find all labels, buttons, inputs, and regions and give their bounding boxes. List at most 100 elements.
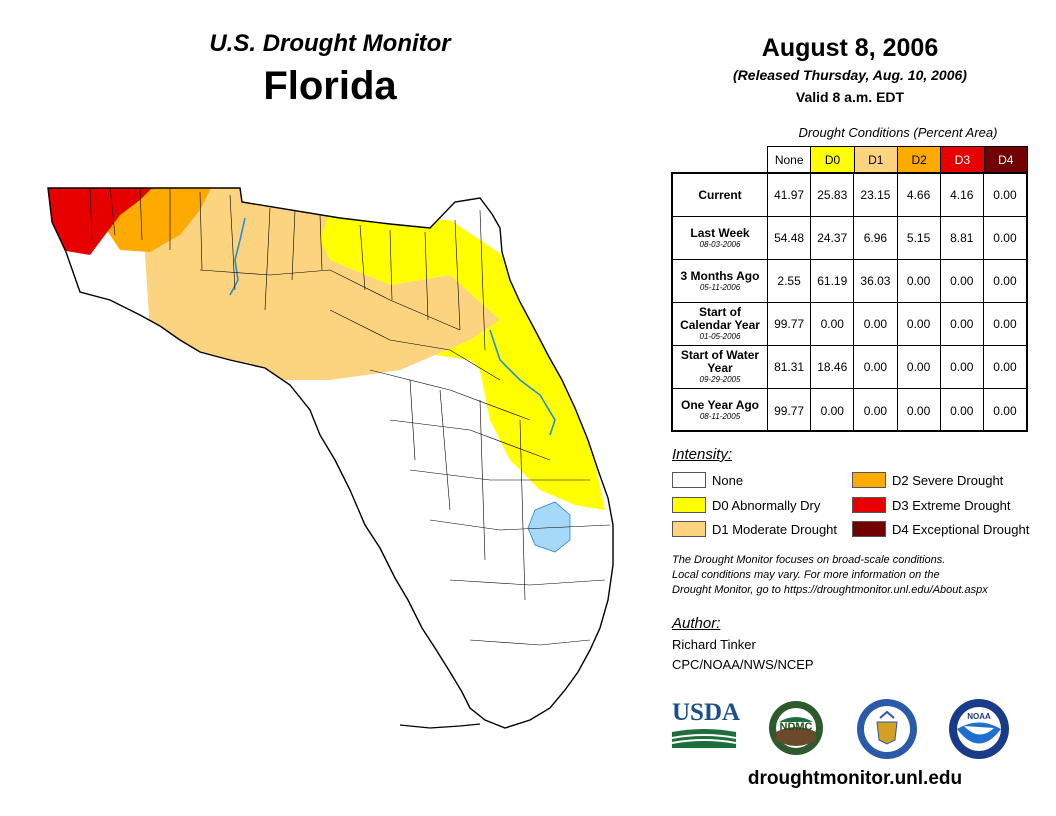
legend-item: D3 Extreme Drought	[852, 497, 1011, 513]
map-date: August 8, 2006	[761, 34, 939, 62]
table-cell: 4.16	[941, 174, 984, 216]
footer-url[interactable]: droughtmonitor.unl.edu	[747, 768, 963, 789]
column-header-none: None	[768, 147, 812, 172]
table-row: 3 Months Ago 05-11-2006 2.55 61.19 36.03 0.00…	[673, 260, 1026, 303]
table-cell: 0.00	[811, 389, 855, 432]
table-cell: 0.00	[898, 346, 941, 388]
table-cell: 0.00	[854, 346, 898, 388]
table-cell: 0.00	[941, 260, 984, 302]
legend-item: None	[672, 472, 743, 488]
column-header-d4: D4	[984, 147, 1027, 172]
state-name: Florida	[263, 64, 397, 108]
table-cell: 99.77	[768, 389, 812, 432]
table-row: Current 41.97 25.83 23.15 4.66 4.16 0.00	[673, 174, 1026, 217]
table-cell: 0.00	[898, 260, 941, 302]
row-label-name: One Year Ago	[680, 398, 760, 412]
note-line: The Drought Monitor focuses on broad-sca…	[672, 554, 946, 566]
note-line: Drought Monitor, go to https://droughtmo…	[672, 584, 988, 596]
table-row: Start of Water Year 09-29-2005 81.31 18.46 0…	[673, 346, 1026, 389]
table-cell: 54.48	[768, 217, 812, 259]
table-cell: 5.15	[898, 217, 941, 259]
table-cell: 0.00	[898, 303, 941, 345]
usda-fields-icon	[671, 726, 737, 748]
intensity-title: Intensity:	[672, 446, 733, 463]
legend-label: D1 Moderate Drought	[712, 521, 838, 537]
apalachicola-river	[229, 217, 246, 296]
table-row: Last Week 08-03-2006 54.48 24.37 6.96 5.15 8.8…	[673, 217, 1026, 260]
table-cell: 0.00	[854, 389, 898, 432]
legend-item: D4 Exceptional Drought	[852, 521, 1029, 537]
table-cell: 0.00	[941, 303, 984, 345]
legend-swatch	[852, 472, 886, 488]
table-cell: 61.19	[811, 260, 855, 302]
category-d3-area	[48, 188, 160, 255]
florida-keys	[399, 723, 481, 729]
valid-time: Valid 8 a.m. EDT	[795, 89, 905, 105]
table-row: Start of Calendar Year 01-05-2006 99.77 0.0…	[673, 303, 1026, 346]
row-label: Current	[673, 174, 768, 216]
florida-drought-map	[47, 187, 614, 729]
table-cell: 8.81	[941, 217, 984, 259]
legend-item: D2 Severe Drought	[852, 472, 1003, 488]
legend-swatch	[852, 497, 886, 513]
table-cell: 0.00	[993, 231, 1017, 245]
release-date: (Released Thursday, Aug. 10, 2006)	[733, 67, 967, 83]
category-d1-area	[140, 188, 500, 380]
department-of-commerce-seal-icon	[857, 699, 917, 759]
table-cell: 0.00	[941, 389, 984, 432]
legend-swatch	[852, 521, 886, 537]
table-cell: 6.96	[854, 217, 898, 259]
table-cell: 0.00	[898, 389, 941, 432]
row-label: 3 Months Ago 05-11-2006	[673, 260, 768, 302]
table-cell: 0.00	[811, 303, 855, 345]
table-cell: 25.83	[811, 174, 855, 216]
table-cell: 36.03	[854, 260, 898, 302]
usda-logo: USDA	[671, 700, 740, 750]
legend-label: D0 Abnormally Dry	[712, 497, 821, 513]
legend-label: D3 Extreme Drought	[892, 497, 1011, 513]
column-header-d2: D2	[897, 147, 942, 172]
drought-conditions-table: Current 41.97 25.83 23.15 4.66 4.16 0.00 Last W…	[671, 172, 1028, 432]
table-cell: 99.77	[768, 303, 812, 345]
ndmc-logo-text: NDMC	[780, 721, 813, 733]
table-cell: 0.00	[941, 346, 984, 388]
author-org: CPC/NOAA/NWS/NCEP	[672, 657, 814, 672]
row-label-date: 08-03-2006	[699, 239, 741, 249]
table-cell: 81.31	[768, 346, 812, 388]
florida-outline	[47, 187, 614, 729]
legend-item: D0 Abnormally Dry	[672, 497, 820, 513]
table-cell: 18.46	[811, 346, 855, 388]
author-title: Author:	[672, 615, 721, 632]
ndmc-logo: NDMC	[769, 701, 823, 755]
row-label-name: Last Week	[690, 225, 750, 240]
table-cell: 41.97	[768, 174, 812, 216]
column-header-d0: D0	[811, 147, 855, 172]
table-cell: 0.00	[854, 303, 898, 345]
legend-swatch	[672, 521, 706, 537]
column-header-d1: D1	[854, 147, 898, 172]
column-header-d3: D3	[941, 147, 985, 172]
legend-label: D2 Severe Drought	[892, 472, 1004, 488]
row-label: Start of Water Year 09-29-2005	[673, 346, 768, 388]
table-row: One Year Ago 08-11-2005 99.77 0.00 0.00 0.00 0…	[673, 389, 1026, 432]
st-johns-river	[489, 329, 556, 436]
table-cell: 23.15	[854, 174, 898, 216]
row-label-date: 08-11-2005	[699, 412, 741, 421]
author-name: Richard Tinker	[672, 637, 756, 652]
conditions-caption: Drought Conditions (Percent Area)	[798, 125, 998, 140]
table-cell: 0.00	[993, 360, 1017, 374]
table-header: None D0 D1 D2 D3 D4	[767, 146, 1028, 172]
county-boundaries	[89, 188, 611, 646]
legend-swatch	[672, 472, 706, 488]
row-label: One Year Ago 08-11-2005	[673, 389, 768, 432]
row-label-name: 3 Months Ago	[680, 268, 760, 283]
table-cell: 0.00	[993, 403, 1017, 418]
legend-item: D1 Moderate Drought	[672, 521, 837, 537]
note-line: Local conditions may vary. For more info…	[672, 569, 940, 581]
table-cell: 0.00	[993, 317, 1017, 331]
row-label: Start of Calendar Year 01-05-2006	[673, 303, 768, 345]
disclaimer-note: The Drought Monitor focuses on broad-sca…	[672, 553, 1042, 598]
table-cell: 0.00	[993, 274, 1017, 288]
noaa-logo-text: NOAA	[967, 712, 991, 721]
row-label: Last Week 08-03-2006	[673, 217, 768, 259]
